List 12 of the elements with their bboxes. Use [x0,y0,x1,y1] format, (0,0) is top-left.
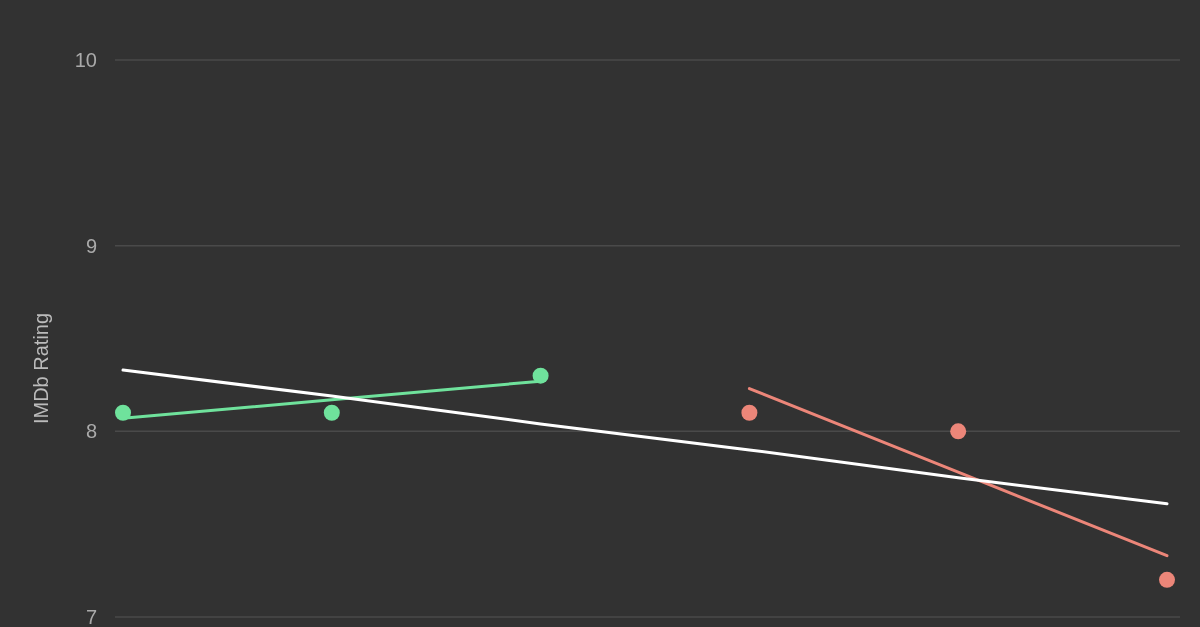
point [741,404,758,421]
point [1159,571,1175,588]
y-tick-label: 7 [85,606,97,627]
y-tick-label: 9 [85,234,97,257]
y-tick-label: 10 [74,49,97,71]
y-axis-title: IMDb Rating [30,312,52,425]
point [532,367,549,384]
y-tick-label: 8 [85,420,97,443]
point [950,423,967,440]
line-series [121,368,1169,506]
point [115,404,131,421]
point [323,404,340,421]
